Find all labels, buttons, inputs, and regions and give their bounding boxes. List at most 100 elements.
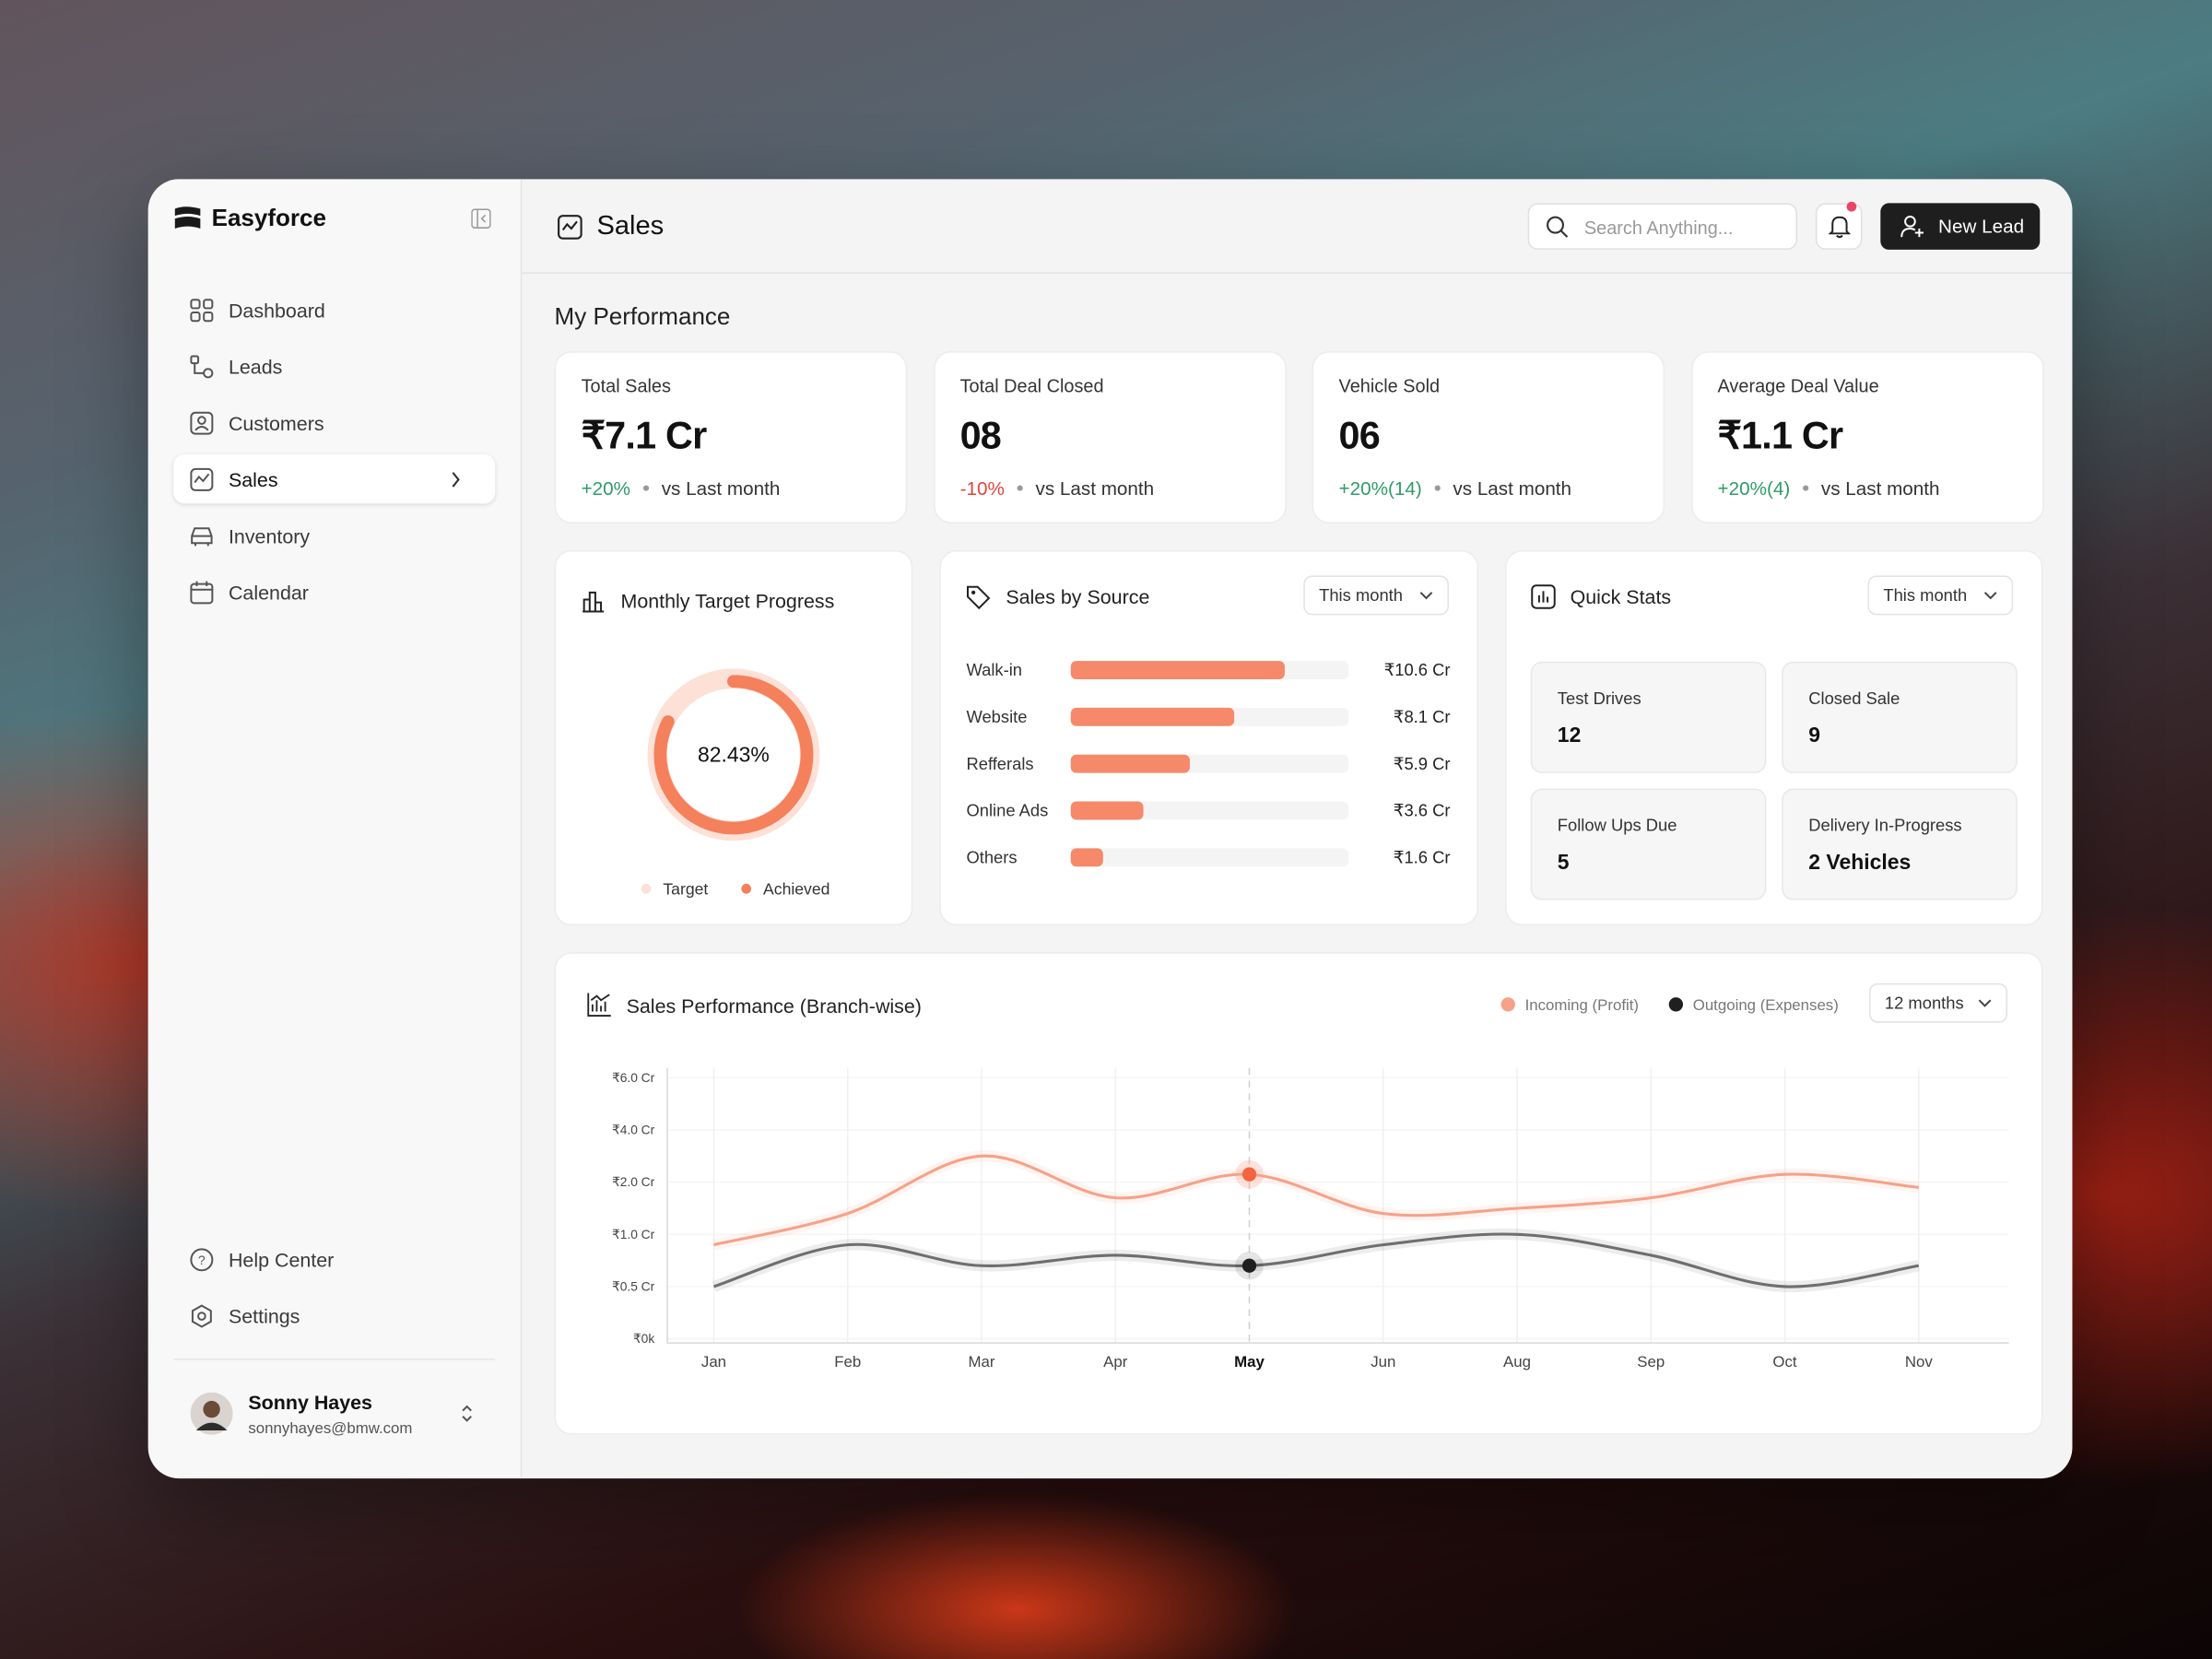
line-chart: Incoming (Profit) Outgoing (Expenses) ₹0k ₹… xyxy=(612,996,2009,1371)
x-tick-label: Apr xyxy=(1103,1353,1128,1371)
period-dropdown[interactable]: This month xyxy=(1867,575,2014,616)
bar-chart: Walk-in ₹10.6 Cr Website ₹8.1 Cr Refferals ₹5… xyxy=(966,660,1451,867)
kpi-note: vs Last month xyxy=(661,477,781,500)
bar xyxy=(1070,848,1103,867)
icon xyxy=(1531,584,1556,609)
period-dropdown[interactable]: 12 months xyxy=(1869,982,2008,1023)
kpi-change: +20% xyxy=(581,477,631,500)
legend-swatch xyxy=(641,883,652,894)
legend-label: Incoming (Profit) xyxy=(1525,996,1639,1014)
bar-category-label: Refferals xyxy=(966,754,1033,773)
separator-dot xyxy=(642,485,649,491)
stat-value: 2 Vehicles xyxy=(1808,850,1912,875)
kpi-label: Total Deal Closed xyxy=(959,375,1104,397)
nav-item[interactable]: Calendar xyxy=(173,567,495,617)
avatar[interactable] xyxy=(190,1392,233,1435)
user-menu-toggle[interactable] xyxy=(460,1404,474,1423)
bar-value-label: ₹8.1 Cr xyxy=(1394,707,1451,726)
line xyxy=(713,1232,1920,1288)
separator-dot xyxy=(1434,485,1441,491)
search-placeholder: Search Anything... xyxy=(1583,217,1734,239)
kpi-change: -10% xyxy=(959,477,1005,500)
brand-name: Easyforce xyxy=(211,204,327,232)
stat-value: 12 xyxy=(1557,724,1582,748)
highlight-point xyxy=(1241,1167,1257,1182)
line-glow xyxy=(712,1150,1920,1251)
kpi-value: 08 xyxy=(959,414,1002,457)
sidebar: Easyforce Dashboard Leads Customers Sales In… xyxy=(147,179,523,1479)
y-tick-label: ₹4.0 Cr xyxy=(612,1124,655,1137)
stat-value: 5 xyxy=(1557,850,1570,875)
bar-value-label: ₹3.6 Cr xyxy=(1394,801,1451,820)
donut-center-label: 82.43% xyxy=(698,743,770,767)
highlight-point xyxy=(1241,1258,1257,1273)
header-divider xyxy=(522,272,2073,274)
x-tick-label: Mar xyxy=(969,1353,995,1371)
legend-label: Outgoing (Expenses) xyxy=(1693,996,1839,1014)
chevron xyxy=(1978,999,1992,1007)
nav-label: Help Center xyxy=(228,1247,335,1271)
stat-tile: Test Drives 12 xyxy=(1530,661,1767,773)
y-tick-label: ₹2.0 Cr xyxy=(612,1175,655,1189)
y-tick-label: ₹0k xyxy=(633,1332,654,1346)
legend-swatch xyxy=(1668,997,1684,1012)
kpi-value: 06 xyxy=(1338,414,1381,457)
user-name: Sonny Hayes xyxy=(248,1391,372,1414)
kpi-card: Total Deal Closed 08 -10% vs Last month xyxy=(933,351,1287,524)
nav-label: Leads xyxy=(228,354,283,378)
new-lead-button[interactable]: New Lead xyxy=(1880,203,2041,250)
stat-label: Closed Sale xyxy=(1808,688,1900,709)
nav-item[interactable]: Leads xyxy=(173,341,495,391)
bar-track xyxy=(1070,848,1349,867)
stat-tile: Follow Ups Due 5 xyxy=(1530,788,1767,900)
nav-item[interactable]: Customers xyxy=(173,398,495,448)
nav-item[interactable]: Settings xyxy=(173,1291,495,1341)
icon xyxy=(190,580,214,604)
bar-value-label: ₹1.6 Cr xyxy=(1394,847,1451,866)
x-tick-label: Nov xyxy=(1905,1353,1934,1371)
legend-label: Target xyxy=(663,879,708,898)
nav-item[interactable]: Sales xyxy=(173,453,496,504)
user-email: sonnyhayes@bmw.com xyxy=(248,1420,413,1438)
bar xyxy=(1070,707,1235,726)
icon xyxy=(190,354,214,378)
search-box[interactable]: Search Anything... xyxy=(1527,203,1797,250)
icon xyxy=(190,467,214,491)
kpi-value: ₹1.1 Cr xyxy=(1717,414,1844,457)
bar xyxy=(1070,661,1285,679)
x-tick-label: Sep xyxy=(1637,1353,1665,1371)
stat-label: Follow Ups Due xyxy=(1557,815,1677,836)
icon xyxy=(587,993,611,1017)
section-title: My Performance xyxy=(554,303,731,331)
sales-performance-card xyxy=(554,952,2043,1435)
kpi-change-row: +20%(4) vs Last month xyxy=(1718,478,1940,500)
dropdown-label: 12 months xyxy=(1884,993,1964,1013)
nav-item[interactable]: Inventory xyxy=(173,511,495,560)
period-dropdown[interactable]: This month xyxy=(1303,575,1449,616)
bar-category-label: Others xyxy=(966,847,1017,866)
separator-dot xyxy=(1802,485,1809,491)
nav-label: Inventory xyxy=(228,524,311,547)
x-tick-label: Jun xyxy=(1371,1353,1395,1371)
y-tick-label: ₹0.5 Cr xyxy=(612,1280,655,1294)
nav-label: Dashboard xyxy=(228,298,325,322)
icon xyxy=(191,1303,212,1327)
svg-text:?: ? xyxy=(198,1253,206,1266)
kpi-change-row: +20% vs Last month xyxy=(582,478,781,500)
kpi-change-row: +20%(14) vs Last month xyxy=(1339,478,1572,500)
icon xyxy=(190,410,214,434)
page-title: Sales xyxy=(596,211,665,241)
bar-value-label: ₹5.9 Cr xyxy=(1394,754,1451,773)
nav-item[interactable]: ? Help Center xyxy=(173,1234,495,1284)
card-title: Quick Stats xyxy=(1570,585,1672,608)
chevron xyxy=(1419,592,1433,600)
stat-value: 9 xyxy=(1808,724,1821,748)
kpi-note: vs Last month xyxy=(1035,477,1155,500)
notification-button[interactable] xyxy=(1815,201,1863,250)
nav-item[interactable]: Dashboard xyxy=(173,285,495,335)
icon: ? xyxy=(190,1247,214,1271)
bar-category-label: Website xyxy=(966,707,1027,726)
collapse-button[interactable] xyxy=(471,208,491,229)
sales-icon xyxy=(558,215,582,240)
chevron xyxy=(1983,592,1997,600)
